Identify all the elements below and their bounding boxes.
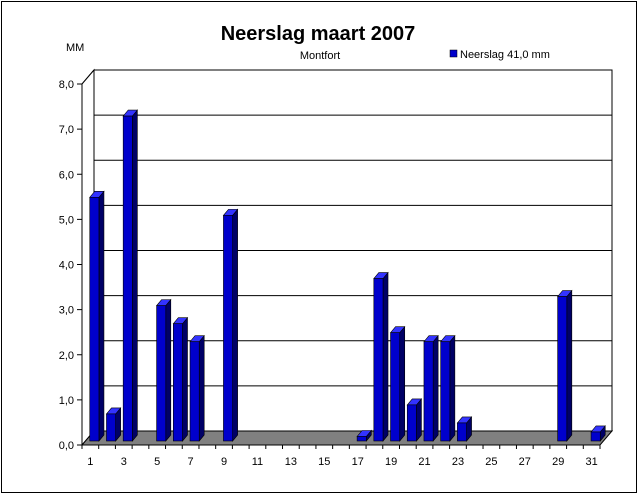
chart-subtitle: Montfort — [300, 50, 340, 62]
x-tick-label: 31 — [586, 456, 598, 468]
bar-side — [198, 334, 205, 442]
plot-area: 0,01,02,03,04,05,06,07,08,01 3 5 7 9 11 13 15 17… — [59, 68, 614, 468]
x-tick-label: 21 — [418, 456, 430, 468]
bar — [406, 404, 417, 442]
x-tick-label: 15 — [318, 456, 330, 468]
bar-side — [382, 271, 389, 442]
x-tick-label: 23 — [452, 456, 464, 468]
bar — [457, 422, 467, 442]
bar — [423, 341, 434, 442]
y-tick-label: 6,0 — [59, 169, 74, 181]
y-tick-label: 4,0 — [59, 260, 74, 272]
y-tick-label: 5,0 — [59, 214, 74, 226]
legend-swatch — [449, 49, 458, 58]
bar — [590, 431, 601, 442]
x-tick-label: 29 — [552, 456, 564, 468]
x-tick-label: 1 — [87, 456, 93, 468]
y-tick-label: 1,0 — [59, 395, 74, 407]
y-tick-label: 0,0 — [59, 440, 74, 452]
bar — [390, 332, 401, 442]
bar-side — [566, 289, 573, 442]
legend-label: Neerslag 41,0 mm — [460, 49, 550, 61]
bar — [156, 305, 167, 442]
y-tick-label: 7,0 — [59, 124, 74, 136]
bar-side — [416, 398, 422, 442]
bar-side — [182, 316, 188, 442]
bar-side — [399, 325, 406, 442]
x-tick-label: 17 — [352, 456, 364, 468]
x-tick-label: 13 — [285, 456, 297, 468]
bar — [173, 323, 183, 442]
y-tick-label: 8,0 — [59, 79, 74, 91]
bar — [189, 341, 200, 442]
bar-side — [232, 208, 238, 442]
bar-side — [132, 109, 138, 442]
bar — [223, 215, 233, 442]
x-tick-label: 5 — [154, 456, 160, 468]
x-tick-label: 3 — [121, 456, 127, 468]
bar — [440, 341, 451, 442]
bar-side — [432, 334, 439, 442]
x-tick-label: 7 — [188, 456, 194, 468]
x-tick-label: 25 — [485, 456, 497, 468]
y-tick-label: 3,0 — [59, 305, 74, 317]
x-tick-label: 19 — [385, 456, 397, 468]
bar — [373, 278, 384, 442]
x-tick-label: 9 — [221, 456, 227, 468]
bar — [557, 296, 568, 442]
bar — [122, 115, 133, 442]
bar-side — [165, 298, 172, 442]
bar-side — [449, 334, 456, 442]
x-tick-label: 11 — [252, 456, 263, 468]
y-tick-label: 2,0 — [59, 350, 74, 362]
bar — [356, 436, 367, 442]
bar — [106, 413, 116, 442]
chart-title: Neerslag maart 2007 — [221, 23, 416, 45]
bar — [89, 197, 100, 442]
x-tick-label: 27 — [519, 456, 531, 468]
bar-side — [98, 190, 105, 442]
y-axis-unit-label: MM — [66, 42, 84, 54]
